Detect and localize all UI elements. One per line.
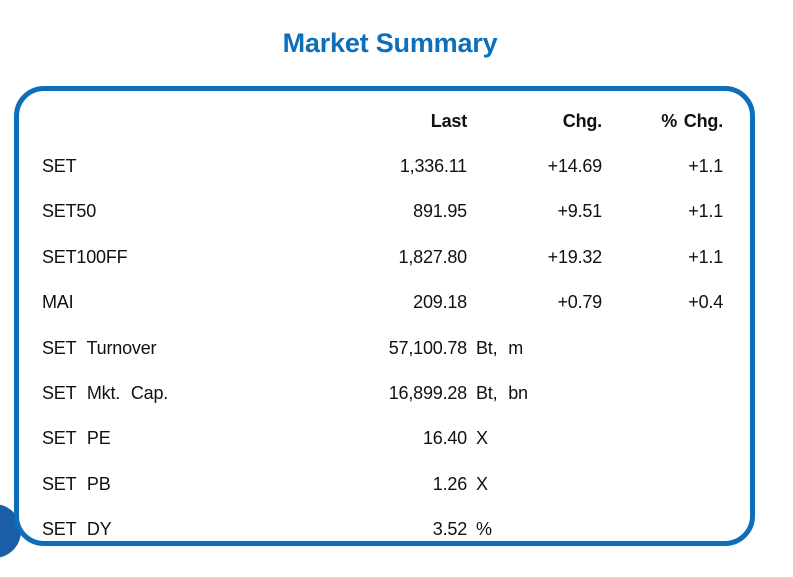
row-unit: X (476, 428, 488, 449)
table-header-row: Last Chg. % Chg. (0, 108, 793, 134)
row-chg-value: +9.51 (557, 201, 602, 222)
row-unit: Bt, bn (476, 383, 528, 403)
row-last-value: 16.40 (422, 428, 467, 449)
table-row: SET100FF 1,827.80 +19.32 +1.1 (0, 244, 793, 270)
row-last-value: 16,899.28 (388, 383, 467, 403)
row-label: SET PE (42, 428, 111, 449)
table-row: SET PB 1.26 X (0, 471, 793, 497)
row-label: SET (42, 156, 77, 176)
row-last-value: 891.95 (413, 201, 467, 222)
row-chg-value (492, 335, 602, 361)
row-label: SET Turnover (42, 337, 157, 358)
table-row: SET50 891.95 +9.51 +1.1 (0, 198, 793, 224)
row-chg-value (492, 425, 602, 451)
row-label: SET Mkt. Cap. (42, 383, 169, 403)
row-unit: Bt, m (476, 337, 524, 358)
row-chg-value (492, 516, 602, 542)
row-pct-chg-value (603, 425, 723, 451)
row-label: SET PB (42, 473, 111, 494)
column-header-last: Last (430, 111, 467, 131)
row-pct-chg-value (603, 380, 723, 406)
row-chg-value (492, 471, 602, 497)
row-chg-value (492, 380, 602, 406)
row-pct-chg-value: +0.4 (688, 292, 723, 313)
row-unit: X (476, 473, 488, 494)
table-row: MAI 209.18 +0.79 +0.4 (0, 289, 793, 315)
row-last-value: 1,336.11 (399, 156, 467, 176)
row-last-value: 1.26 (432, 473, 467, 494)
column-header-pct-chg: % Chg. (661, 111, 723, 131)
table-row: SET DY 3.52 % (0, 516, 793, 542)
row-chg-value: +19.32 (547, 246, 603, 267)
row-pct-chg-value: +1.1 (688, 201, 723, 222)
row-last-value: 1,827.80 (398, 246, 468, 267)
row-chg-value: +14.69 (547, 156, 603, 176)
table-row: SET Turnover 57,100.78 Bt, m (0, 335, 793, 361)
row-last-value: 3.52 (432, 519, 467, 540)
table-row: SET 1,336.11 +14.69 +1.1 (0, 153, 793, 179)
row-label: MAI (42, 292, 74, 313)
table-row: SET Mkt. Cap. 16,899.28 Bt, bn (0, 380, 793, 406)
row-label: SET DY (42, 519, 112, 540)
row-last-value: 209.18 (413, 292, 467, 313)
row-pct-chg-value: +1.1 (688, 156, 723, 176)
page-title: Market Summary (282, 28, 498, 58)
table-row: SET PE 16.40 X (0, 425, 793, 451)
row-pct-chg-value (603, 516, 723, 542)
summary-panel (14, 86, 755, 546)
row-pct-chg-value (603, 335, 723, 361)
row-label: SET50 (42, 201, 97, 222)
row-pct-chg-value: +1.1 (688, 246, 723, 267)
row-pct-chg-value (603, 471, 723, 497)
row-unit: % (476, 519, 492, 540)
column-header-chg: Chg. (562, 111, 602, 131)
row-chg-value: +0.79 (557, 292, 602, 313)
row-last-value: 57,100.78 (388, 337, 467, 358)
row-label: SET100FF (42, 246, 128, 267)
